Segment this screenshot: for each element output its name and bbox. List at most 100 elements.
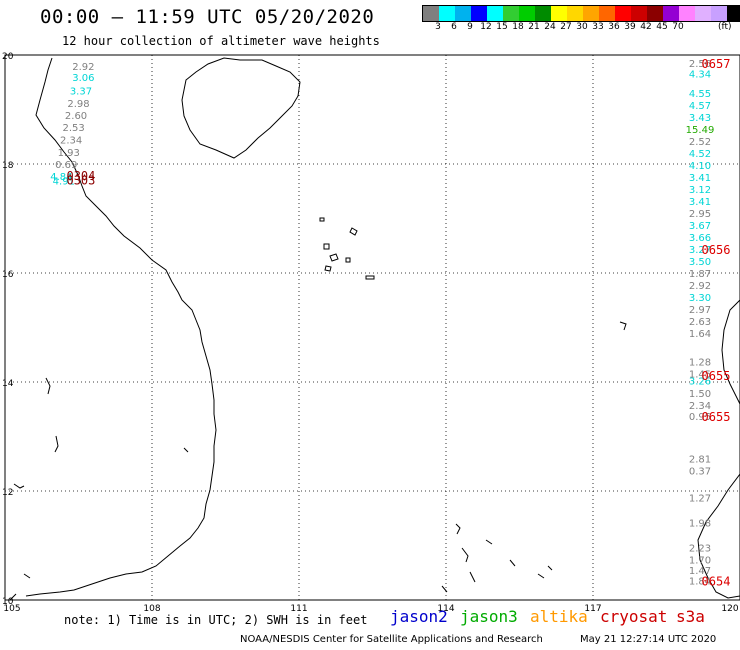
scale-label: 45 [656, 22, 668, 32]
pass-time-label: 0654 [702, 574, 731, 588]
wave-height-value: 4.52 [689, 149, 711, 160]
wave-height-value: 1.70 [689, 556, 711, 567]
wave-height-value: 1.47 [689, 566, 711, 577]
lat-label: 18 [2, 161, 14, 171]
wave-height-value: 2.95 [689, 209, 711, 220]
scale-swatch [423, 6, 439, 21]
wave-height-value: 3.12 [689, 185, 711, 196]
wave-height-value: 1.93 [58, 148, 80, 159]
lon-label: 108 [143, 604, 160, 614]
wave-height-value: 2.23 [689, 544, 711, 555]
wave-height-value: 1.50 [689, 389, 711, 400]
wave-height-value: 2.92 [689, 281, 711, 292]
scale-swatch [695, 6, 711, 21]
lat-label: 14 [2, 379, 14, 389]
lat-label: 12 [2, 488, 13, 498]
wave-height-value: 4.34 [689, 70, 711, 81]
scale-swatch [679, 6, 695, 21]
scale-swatch [455, 6, 471, 21]
scale-swatch [567, 6, 583, 21]
wave-height-value: 4.84 [50, 172, 72, 183]
satellite-legend-item: s3a [676, 607, 705, 626]
wave-height-value: 1.27 [689, 494, 711, 505]
generated-timestamp: May 21 12:27:14 UTC 2020 [580, 634, 717, 645]
pass-time-label: 0303 [66, 173, 95, 187]
scale-swatch [583, 6, 599, 21]
scale-label: 30 [576, 22, 588, 32]
scale-label: 39 [624, 22, 636, 32]
lat-lon-grid [5, 55, 740, 600]
color-scale-labels: 3 6 9 12 15 18 21 24 27 30 33 36 39 42 45 70 [422, 22, 686, 32]
lat-label: 16 [2, 270, 14, 280]
wave-height-value: 2.53 [62, 123, 84, 134]
wave-height-value: 2.97 [689, 305, 711, 316]
wave-height-value: 2.98 [67, 99, 89, 110]
footnote: note: 1) Time is in UTC; 2) SWH is in fe… [64, 613, 368, 627]
wave-height-value: 2.34 [689, 401, 711, 412]
scale-label: 27 [560, 22, 572, 32]
wave-height-value: 2.52 [689, 137, 711, 148]
scale-label: 36 [608, 22, 620, 32]
wave-height-value: 0.37 [689, 466, 711, 477]
wave-height-value: 1.98 [689, 519, 711, 530]
scale-swatch [503, 6, 519, 21]
scale-swatch [439, 6, 455, 21]
wave-height-value: 3.50 [689, 257, 711, 268]
satellite-legend-item: jason2 [390, 607, 448, 626]
wave-height-value: 1.45 [689, 369, 711, 380]
wave-height-value: 4.55 [689, 89, 711, 100]
credit-text: NOAA/NESDIS Center for Satellite Applica… [240, 634, 543, 645]
scale-swatch [631, 6, 647, 21]
lon-label: 120 [721, 604, 738, 614]
map-subtitle: 12 hour collection of altimeter wave hei… [62, 34, 380, 48]
wave-height-value: 0.69 [55, 160, 77, 171]
scale-label: 21 [528, 22, 540, 32]
scale-label: 6 [451, 22, 457, 32]
satellite-legend-item: altika [530, 607, 588, 626]
wave-height-value: 2.81 [689, 454, 711, 465]
wave-height-value: 3.37 [70, 86, 92, 97]
wave-height-value: 3.30 [689, 293, 711, 304]
wave-height-value: 3.27 [689, 245, 711, 256]
lon-label: 114 [437, 604, 454, 614]
scale-swatch [535, 6, 551, 21]
scale-label: 3 [435, 22, 441, 32]
wave-height-value: 4.10 [689, 161, 711, 172]
wave-height-value: 1.84 [689, 576, 711, 587]
pass-time-label: 0657 [702, 57, 731, 71]
wave-height-value: 3.41 [689, 173, 711, 184]
scale-swatch [663, 6, 679, 21]
scale-label: 15 [496, 22, 508, 32]
map-title: 00:00 – 11:59 UTC 05/20/2020 [40, 6, 375, 28]
scale-label: 33 [592, 22, 604, 32]
wave-height-value: 2.60 [65, 111, 87, 122]
lon-label: 111 [290, 604, 307, 614]
lon-label: 117 [584, 604, 601, 614]
wave-height-value: 3.06 [72, 73, 94, 84]
scale-swatch [487, 6, 503, 21]
pass-time-label: 0655 [702, 369, 731, 383]
wave-height-value: 4.91 [53, 176, 75, 187]
pass-time-label: 0656 [702, 243, 731, 257]
scale-swatch [727, 6, 740, 21]
scale-swatch [471, 6, 487, 21]
wave-height-value: 1.28 [689, 357, 711, 368]
lon-label: 105 [3, 604, 20, 614]
scale-label: 24 [544, 22, 556, 32]
scale-swatch [599, 6, 615, 21]
wave-height-value: 3.41 [689, 197, 711, 208]
wave-height-value: 3.26 [689, 376, 711, 387]
wave-height-value: 2.56 [689, 59, 711, 70]
scale-swatch [519, 6, 535, 21]
scale-label: 12 [480, 22, 492, 32]
wave-height-value: 2.63 [689, 317, 711, 328]
scale-swatch [615, 6, 631, 21]
wave-height-value: 3.43 [689, 113, 711, 124]
wave-height-value: 3.67 [689, 221, 711, 232]
wave-height-value: 2.34 [60, 135, 82, 146]
wave-height-value: 1.87 [689, 269, 711, 280]
pass-time-label: 0304 [66, 169, 95, 183]
scale-label: 70 [672, 22, 684, 32]
satellite-legend-item: jason3 [460, 607, 518, 626]
